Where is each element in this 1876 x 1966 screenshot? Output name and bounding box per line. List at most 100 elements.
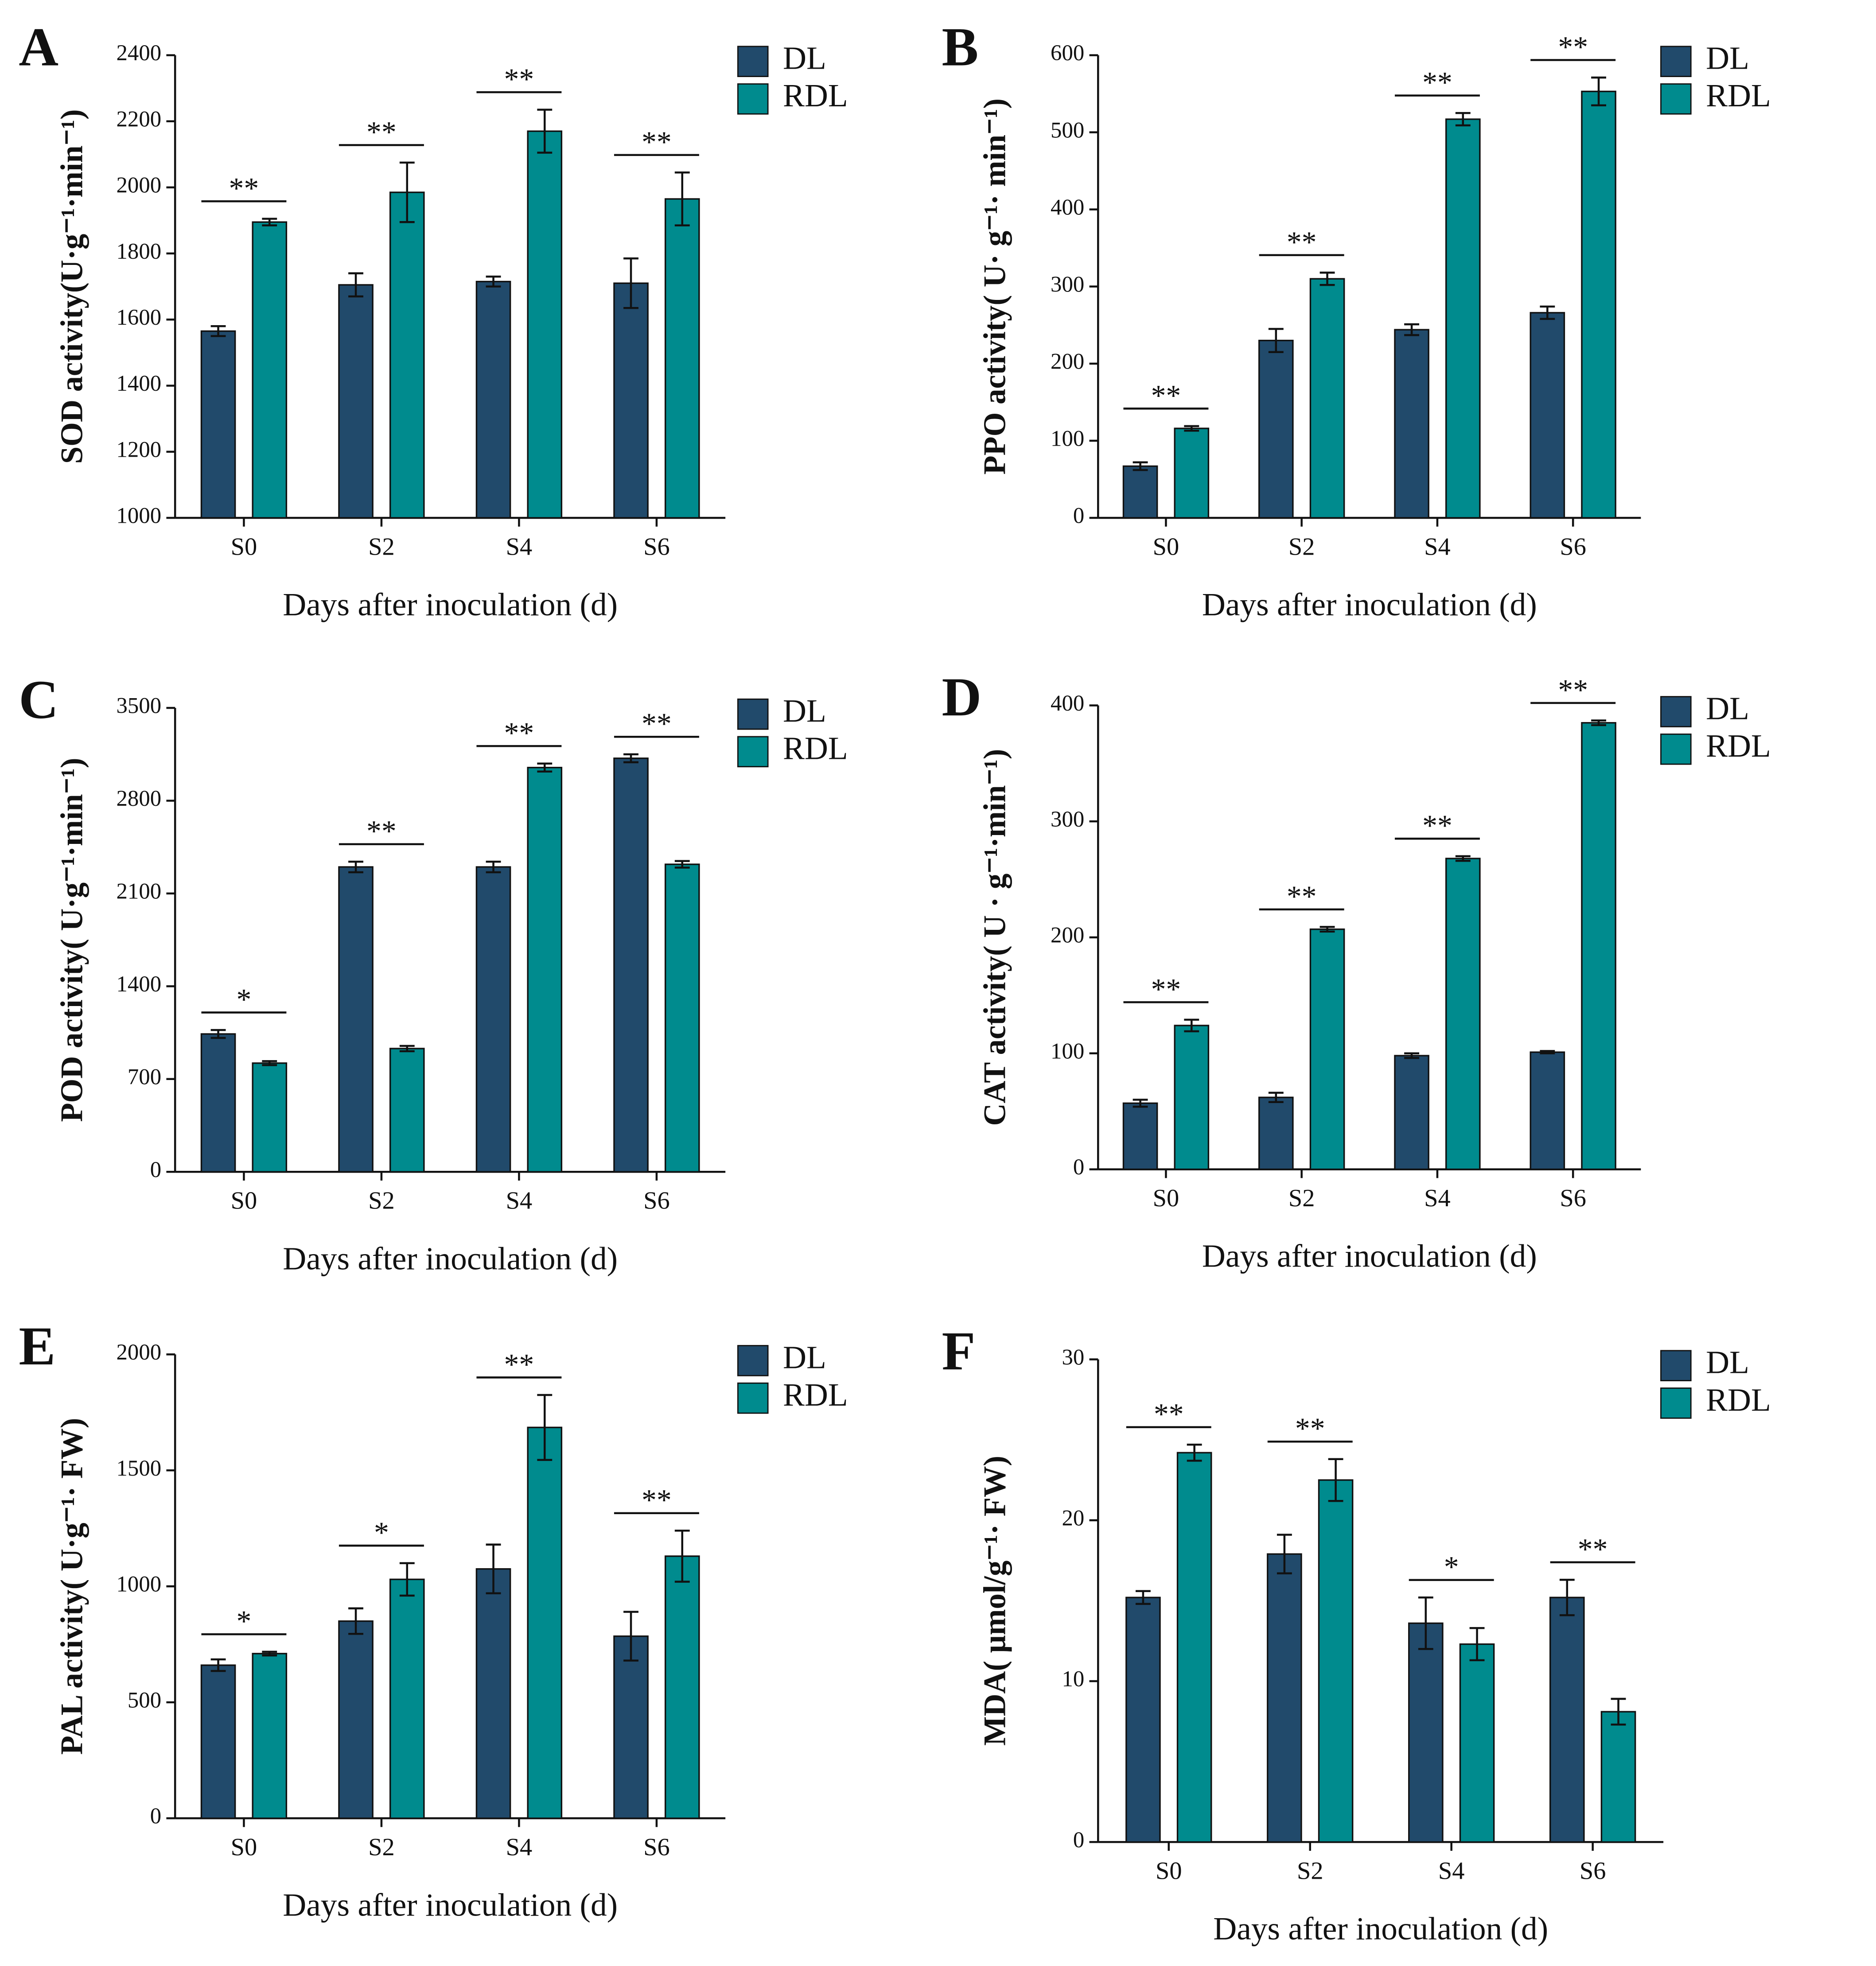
bar xyxy=(1530,1051,1565,1170)
y-tick-label: 0 xyxy=(1073,1827,1084,1852)
bar xyxy=(200,1033,236,1173)
y-axis-label: POD activity( U·g⁻¹·min⁻¹) xyxy=(55,758,90,1122)
panel-label: B xyxy=(942,16,978,77)
significance-label: * xyxy=(1444,1550,1459,1584)
bar xyxy=(252,1062,288,1173)
error-bar xyxy=(486,1543,501,1594)
error-bar xyxy=(674,1530,690,1583)
bar xyxy=(1394,1055,1429,1170)
legend-swatch xyxy=(737,698,769,730)
x-tick-label: S4 xyxy=(506,1834,533,1861)
legend-swatch xyxy=(737,46,769,77)
y-tick-label: 20 xyxy=(1062,1505,1084,1530)
legend-swatch xyxy=(737,736,769,768)
bar xyxy=(1174,427,1210,519)
bar xyxy=(200,330,236,519)
bar xyxy=(1445,858,1481,1170)
x-tick-label: S2 xyxy=(1297,1857,1323,1885)
bar xyxy=(338,284,374,519)
error-bar xyxy=(1611,1698,1626,1726)
bar xyxy=(613,282,649,519)
legend-label: DL xyxy=(1706,690,1749,726)
x-tick-label: S4 xyxy=(506,533,533,560)
error-bar xyxy=(1591,719,1607,727)
error-bar xyxy=(674,860,690,869)
error-bar xyxy=(1319,926,1335,933)
y-tick-label: 1000 xyxy=(117,1572,162,1597)
error-bar xyxy=(1184,1018,1199,1033)
x-tick-label: S4 xyxy=(1424,1185,1451,1212)
bar xyxy=(1408,1622,1444,1843)
bar xyxy=(389,1578,425,1819)
error-bar xyxy=(1277,1534,1292,1574)
bar xyxy=(1318,1479,1354,1843)
bar xyxy=(1267,1553,1302,1843)
legend-label: DL xyxy=(1706,40,1749,76)
y-tick-label: 10 xyxy=(1062,1667,1084,1691)
x-tick-label: S4 xyxy=(506,1187,533,1215)
x-axis-label: Days after inoculation (d) xyxy=(283,1240,618,1276)
y-tick-label: 100 xyxy=(1051,426,1084,451)
error-bar xyxy=(348,860,363,874)
bar xyxy=(200,1664,236,1819)
error-bar xyxy=(210,1029,226,1039)
error-bar xyxy=(486,860,501,874)
y-tick-label: 0 xyxy=(150,1157,161,1182)
y-tick-label: 400 xyxy=(1051,194,1084,219)
error-bar xyxy=(1184,425,1199,432)
y-tick-label: 2200 xyxy=(117,106,162,131)
legend-label: DL xyxy=(1706,1344,1749,1380)
significance-label: ** xyxy=(642,125,672,159)
error-bar xyxy=(674,171,690,227)
bar xyxy=(1258,1096,1294,1170)
error-bar xyxy=(262,1651,277,1657)
y-tick-label: 1400 xyxy=(117,371,162,396)
bar xyxy=(389,191,425,519)
bar xyxy=(252,1653,288,1819)
legend-swatch xyxy=(1660,46,1692,77)
panel: F MDA( μmol/g⁻¹· FW) Days after inoculatio… xyxy=(942,1320,1771,1947)
y-tick-label: 1200 xyxy=(117,437,162,462)
y-tick-label: 400 xyxy=(1051,691,1084,715)
significance-label: ** xyxy=(229,171,259,205)
y-tick-label: 1500 xyxy=(117,1456,162,1480)
significance-label: ** xyxy=(1154,1398,1184,1431)
error-bar xyxy=(262,1060,277,1066)
y-tick-label: 200 xyxy=(1051,349,1084,373)
bar xyxy=(475,866,511,1173)
bar xyxy=(613,1635,649,1819)
significance-label: * xyxy=(236,983,251,1016)
y-axis-label: PAL activity( U·g⁻¹· FW) xyxy=(55,1418,90,1755)
panel-label: C xyxy=(19,669,58,730)
error-bar xyxy=(348,272,363,298)
error-bar xyxy=(1559,1578,1575,1616)
bar xyxy=(664,198,700,519)
y-tick-label: 100 xyxy=(1051,1038,1084,1063)
bar xyxy=(1174,1025,1210,1170)
significance-label: ** xyxy=(1558,31,1588,64)
legend-label: DL xyxy=(783,1339,826,1375)
legend-swatch xyxy=(1660,83,1692,115)
y-tick-label: 600 xyxy=(1051,40,1084,65)
bar xyxy=(1122,465,1158,519)
y-tick-label: 30 xyxy=(1062,1344,1084,1369)
error-bar xyxy=(1268,1092,1284,1103)
bar xyxy=(664,863,700,1173)
y-tick-label: 2400 xyxy=(117,40,162,65)
x-tick-label: S6 xyxy=(643,1187,670,1215)
error-bar xyxy=(537,762,553,773)
y-tick-label: 700 xyxy=(128,1064,161,1089)
significance-label: ** xyxy=(1422,66,1452,99)
bar xyxy=(613,758,649,1173)
y-tick-label: 500 xyxy=(128,1687,161,1712)
y-tick-label: 2000 xyxy=(117,173,162,198)
legend-swatch xyxy=(737,1382,769,1414)
bar xyxy=(252,221,288,519)
error-bar xyxy=(1133,1099,1148,1108)
error-bar xyxy=(623,257,638,309)
error-bar xyxy=(1187,1443,1202,1462)
significance-label: ** xyxy=(642,707,672,740)
error-bar xyxy=(1135,1590,1151,1605)
bar xyxy=(1459,1643,1495,1843)
panel-label: E xyxy=(19,1315,55,1376)
